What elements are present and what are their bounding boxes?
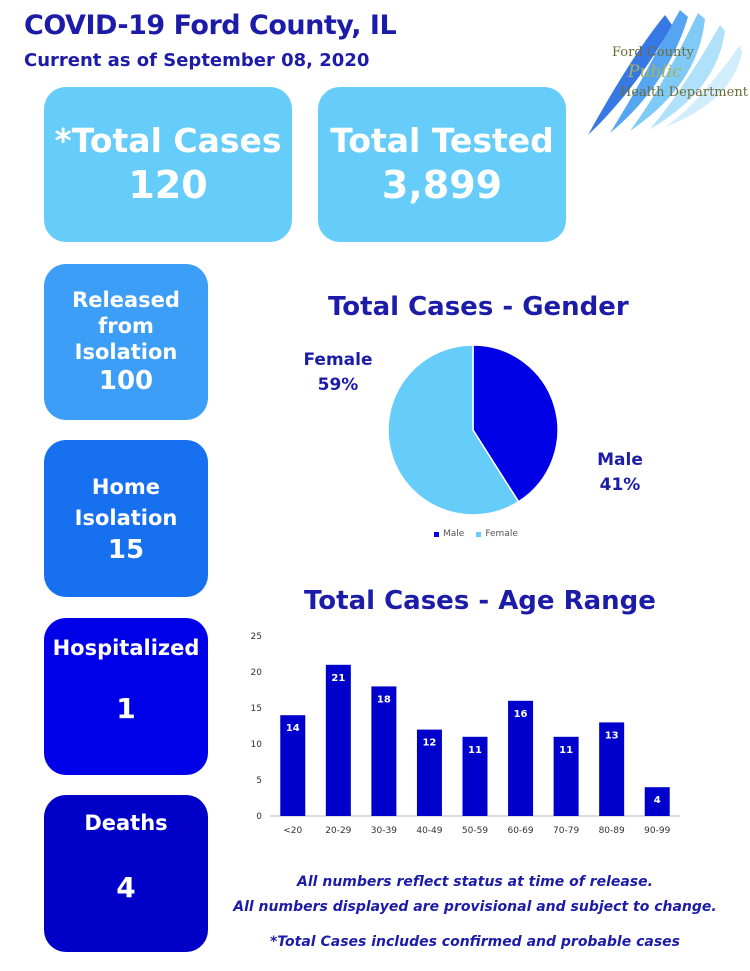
total-cases-value: 120 (128, 162, 208, 207)
legend-label-male: Male (443, 529, 465, 539)
home-isolation-value: 15 (107, 534, 145, 565)
bar-<20 (280, 715, 306, 816)
bar-value-label: 18 (377, 694, 391, 705)
x-tick-label: 30-39 (371, 826, 397, 836)
bar-40-49 (416, 729, 442, 816)
x-tick-label: 70-79 (553, 826, 579, 836)
bar-70-79 (553, 736, 579, 816)
gender-chart-title: Total Cases - Gender (328, 292, 629, 322)
y-tick-label: 20 (251, 668, 263, 678)
x-tick-label: 50-59 (462, 826, 488, 836)
deaths-value: 4 (116, 871, 136, 904)
bar-value-label: 11 (559, 745, 573, 756)
total-cases-label: *Total Cases (54, 120, 282, 160)
released-label-line3: Isolation (74, 340, 178, 364)
y-tick-label: 25 (251, 632, 262, 642)
home-isolation-label-line2: Isolation (74, 505, 178, 530)
hospitalized-value: 1 (116, 692, 136, 725)
bar-value-label: 16 (514, 709, 528, 720)
bar-value-label: 14 (286, 723, 300, 734)
home-isolation-label-line1: Home (91, 474, 161, 499)
female-label-name: Female (303, 350, 373, 370)
bar-value-label: 11 (468, 745, 482, 756)
female-label-pct: 59% (317, 375, 359, 395)
feather-logo-icon (588, 10, 742, 135)
legend-swatch-female (476, 531, 482, 537)
logo-text-line1: Ford County (612, 45, 694, 60)
y-tick-label: 5 (256, 776, 262, 786)
released-label-line1: Released (72, 288, 180, 312)
bar-value-label: 21 (331, 673, 345, 684)
bar-value-label: 13 (605, 730, 619, 741)
pie-slice-female (387, 344, 520, 516)
y-tick-label: 0 (256, 812, 262, 822)
age-bar-chart: 0 5 10 15 20 25 14 <20 21 20-29 18 30-39 12 40-49 11 50… (251, 632, 680, 836)
x-tick-label: 20-29 (325, 826, 351, 836)
gender-legend: Male Female (434, 529, 518, 539)
bar-value-label: 4 (654, 795, 661, 806)
total-tested-label: Total Tested (330, 120, 554, 160)
x-tick-label: 90-99 (644, 826, 670, 836)
footnote-total-cases: *Total Cases includes confirmed and prob… (269, 934, 680, 950)
hospitalized-label: Hospitalized (52, 636, 200, 660)
bar-50-59 (462, 736, 488, 816)
deaths-label: Deaths (84, 811, 168, 835)
logo-text-line2: Public (628, 62, 682, 82)
bar-60-69 (508, 700, 534, 816)
bar-30-39 (371, 686, 397, 816)
male-label-name: Male (597, 450, 643, 470)
male-data-label: Male 41% (588, 448, 652, 498)
footnote-status: All numbers reflect status at time of re… (297, 874, 653, 890)
legend-item-male: Male (434, 529, 464, 539)
age-chart-title: Total Cases - Age Range (304, 586, 656, 616)
x-tick-label: 40-49 (416, 826, 442, 836)
bar-value-label: 12 (422, 738, 436, 749)
total-tested-card: Total Tested 3,899 (318, 87, 566, 242)
footnote-provisional: All numbers displayed are provisional an… (233, 899, 717, 915)
female-data-label: Female 59% (300, 348, 376, 398)
x-tick-label: <20 (283, 826, 302, 836)
page-subtitle: Current as of September 08, 2020 (24, 50, 370, 71)
page-title: COVID-19 Ford County, IL (24, 10, 397, 41)
x-tick-label: 80-89 (599, 826, 625, 836)
health-department-logo: Ford County Public Health Department (580, 5, 748, 140)
home-isolation-card: Home Isolation 15 (44, 440, 208, 597)
released-value: 100 (98, 366, 154, 396)
bar-80-89 (599, 722, 625, 816)
released-card: Released from Isolation 100 (44, 264, 208, 420)
male-label-pct: 41% (599, 475, 641, 495)
gender-pie-chart (387, 344, 559, 516)
y-tick-label: 15 (251, 704, 262, 714)
legend-item-female: Female (476, 529, 518, 539)
x-tick-label: 60-69 (507, 826, 533, 836)
y-tick-label: 10 (251, 740, 263, 750)
released-label-line2: from (98, 314, 154, 338)
bar-20-29 (325, 664, 351, 816)
legend-swatch-male (434, 531, 439, 537)
total-tested-value: 3,899 (381, 162, 503, 207)
deaths-card: Deaths 4 (44, 795, 208, 952)
bar-90-99 (644, 787, 670, 816)
hospitalized-card: Hospitalized 1 (44, 618, 208, 775)
logo-text-line3: Health Department (620, 85, 748, 100)
total-cases-card: *Total Cases 120 (44, 87, 292, 242)
legend-label-female: Female (485, 529, 518, 539)
